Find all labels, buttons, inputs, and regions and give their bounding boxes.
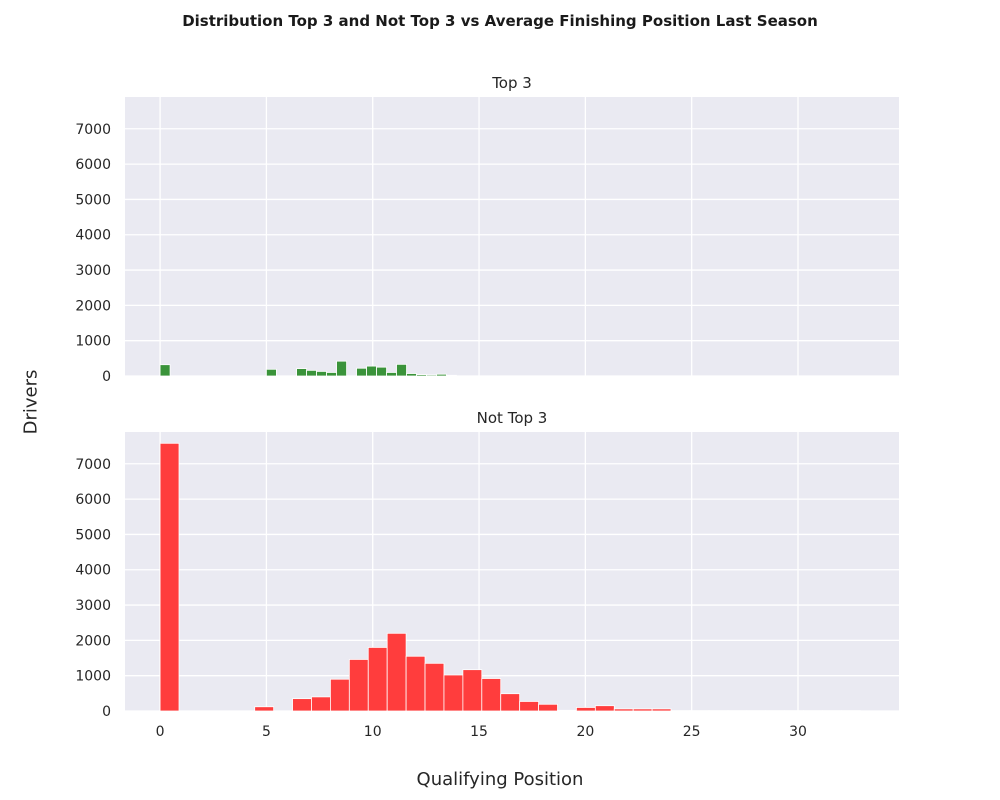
bar (159, 364, 171, 377)
bar (424, 662, 445, 712)
y-tick-label: 7000 (75, 457, 111, 473)
bar (613, 708, 634, 712)
bar (538, 703, 558, 712)
bar (336, 360, 347, 377)
y-tick-label: 5000 (75, 527, 111, 543)
y-tick-label: 7000 (75, 122, 111, 138)
bar (376, 366, 387, 377)
y-tick-label: 0 (102, 369, 111, 385)
bar (356, 367, 367, 377)
bar (311, 696, 331, 712)
bar (316, 371, 327, 377)
y-tick-label: 4000 (75, 563, 111, 579)
bar (446, 374, 457, 377)
panel-title: Not Top 3 (477, 409, 548, 427)
bar (426, 374, 437, 377)
bar (632, 708, 653, 712)
plot-background (125, 97, 899, 376)
bar (462, 669, 483, 712)
bar (651, 708, 672, 712)
panel-title: Top 3 (491, 74, 532, 92)
y-tick-label: 4000 (75, 228, 111, 244)
y-tick-label: 1000 (75, 669, 111, 685)
bar (330, 678, 350, 712)
y-tick-label: 1000 (75, 334, 111, 350)
bar (367, 647, 388, 712)
bar (348, 659, 369, 712)
bar (443, 674, 464, 712)
y-tick-label: 3000 (75, 598, 111, 614)
bar (254, 706, 275, 712)
x-axis-label: Qualifying Position (416, 769, 584, 790)
y-tick-label: 0 (102, 704, 111, 720)
bar (519, 701, 539, 712)
y-tick-label: 5000 (75, 192, 111, 208)
x-tick-label: 10 (364, 724, 382, 740)
bar (481, 678, 502, 712)
y-tick-label: 6000 (75, 492, 111, 508)
bar (396, 363, 407, 377)
bar (386, 632, 407, 712)
bar (292, 698, 312, 712)
y-tick-label: 2000 (75, 298, 111, 314)
y-tick-label: 6000 (75, 157, 111, 173)
bar (594, 705, 615, 712)
bar (416, 374, 427, 377)
panel-not-top3: 0 1000 2000 3000 4000 5000 6000 7000 0 5 10 15 20 25 3… (75, 409, 899, 740)
panel-top3: 0 1000 2000 3000 4000 5000 6000 7000 Top 3 (75, 74, 899, 385)
plot-background (125, 432, 899, 711)
bar (296, 368, 307, 377)
x-tick-label: 30 (789, 724, 807, 740)
y-tick-label: 2000 (75, 633, 111, 649)
x-tick-label: 25 (683, 724, 701, 740)
bar (366, 365, 377, 377)
bar (576, 707, 596, 712)
bar (266, 368, 277, 377)
bar (306, 369, 317, 377)
bar (436, 373, 447, 377)
bar (500, 693, 521, 712)
bar (406, 373, 417, 377)
bar (159, 442, 180, 712)
bar (386, 372, 397, 377)
bar (326, 372, 337, 377)
x-tick-label: 20 (576, 724, 594, 740)
bar (405, 655, 426, 712)
x-tick-label: 15 (470, 724, 488, 740)
y-tick-label: 3000 (75, 263, 111, 279)
x-tick-label: 5 (262, 724, 271, 740)
figure-title: Distribution Top 3 and Not Top 3 vs Aver… (182, 12, 818, 30)
bar (557, 709, 577, 712)
x-tick-label: 0 (156, 724, 165, 740)
